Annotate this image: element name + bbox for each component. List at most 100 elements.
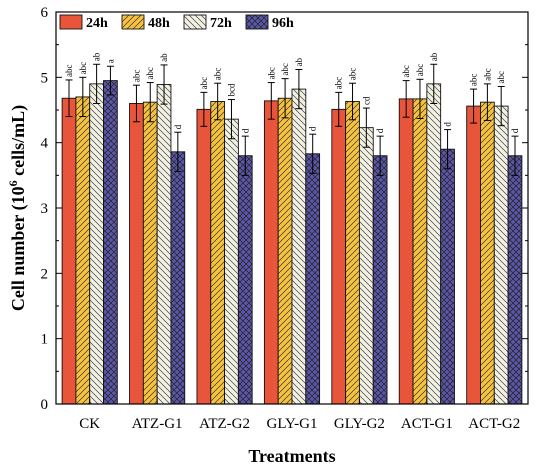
significance-label-24h-ACT-G2: abc [469,74,479,87]
error-bar-72h-GLY-G2 [362,107,370,148]
bar-48h-ATZ-G1 [142,101,158,405]
bar-pattern [345,101,360,405]
error-bar-72h-ATZ-G2 [227,99,235,140]
bar-pattern [508,155,522,404]
bar-72h-ACT-G1 [426,83,442,405]
significance-label-48h-GLY-G1: abc [280,63,290,76]
legend-swatch-pattern [184,15,206,29]
significance-label-96h-ATZ-G1: d [173,124,183,129]
significance-label-72h-ATZ-G2: bcd [226,83,236,96]
bar-96h-GLY-G2 [372,155,388,405]
legend-label: 96h [272,16,294,31]
bar-24h-ATZ-G2 [196,108,212,405]
x-axis-title: Treatments [248,446,335,466]
significance-label-96h-ACT-G1: d [443,122,453,127]
legend-item-96h: 96h [245,14,294,31]
y-axis-title-main: Cell number (10 [8,186,29,311]
x-tick-label-1: ATZ-G1 [132,416,183,432]
significance-label-48h-ACT-G2: abc [482,68,492,81]
bar-fill [129,103,144,404]
y-tick-label-2: 2 [41,266,49,282]
error-bar-96h-CK [106,65,114,96]
bar-fill [466,106,481,404]
error-bars-group [65,63,519,176]
bar-pattern [224,119,239,404]
bar-pattern [170,151,185,404]
error-bar-48h-GLY-G2 [349,82,357,121]
axes-group: 0 1 2 3 4 5 6 CK ATZ-G1 ATZ-G2 GLY-G1 GLY-G2 ACT-G1 A… [41,5,528,432]
bar-pattern [75,96,90,404]
error-bar-48h-CK [79,76,87,118]
significance-label-24h-ATZ-G2: abc [199,77,209,90]
error-bar-24h-ATZ-G2 [200,91,208,127]
y-tick-label-5: 5 [41,70,49,86]
bar-96h-ACT-G1 [440,148,455,405]
legend: 24h 48h 72h 96h [59,14,294,31]
error-bar-96h-ATZ-G1 [174,131,182,172]
bar-48h-ATZ-G2 [210,101,226,405]
x-tick-label-0: CK [79,416,100,432]
legend-swatch-pattern [122,15,144,29]
legend-label: 72h [210,16,232,31]
legend-item-72h: 72h [183,14,232,31]
y-tick-label-6: 6 [41,5,49,21]
bar-pattern [373,155,388,404]
bar-24h-ATZ-G1 [129,103,144,405]
error-bar-96h-GLY-G2 [376,135,384,176]
bar-fill [264,100,279,404]
significance-label-72h-ACT-G1: ab [429,52,439,61]
bar-24h-ACT-G1 [398,98,414,405]
error-bar-24h-GLY-G2 [335,91,343,127]
x-tick-label-5: ACT-G1 [401,416,453,432]
bar-pattern [278,98,292,405]
legend-swatch-outline [245,14,269,30]
bar-24h-ACT-G2 [466,105,481,405]
bar-pattern [103,80,118,404]
bar-72h-GLY-G2 [358,127,374,405]
bar-fill [196,109,211,404]
significance-label-96h-ATZ-G2: d [240,128,250,133]
significance-label-24h-GLY-G2: abc [334,77,344,90]
significance-label-72h-CK: ab [92,52,102,61]
legend-item-48h: 48h [121,14,170,31]
bar-24h-GLY-G1 [263,100,279,405]
legend-label: 24h [86,16,108,31]
significance-label-96h-GLY-G1: d [308,126,318,131]
significance-label-24h-ACT-G1: abc [401,65,411,78]
legend-swatch-outline [121,14,145,30]
error-bar-72h-GLY-G1 [295,68,303,110]
bar-pattern [210,101,225,405]
bar-24h-GLY-G2 [331,108,347,405]
significance-label-48h-CK: abc [78,62,88,75]
bar-pattern [413,98,427,404]
error-bar-96h-ACT-G2 [511,135,519,176]
significance-label-96h-ACT-G2: d [510,128,520,133]
bar-48h-GLY-G1 [277,97,293,405]
error-bar-72h-CK [93,63,101,104]
bar-pattern [359,127,374,404]
error-bar-24h-ACT-G2 [470,88,478,124]
significance-label-24h-CK: abc [64,64,74,77]
x-tick-label-3: GLY-G1 [267,416,318,432]
significance-label-96h-CK: a [105,59,115,63]
x-tick-label-6: ACT-G2 [468,416,520,432]
bar-pattern [494,106,509,404]
x-tick-label-4: GLY-G2 [334,416,385,432]
significance-label-24h-ATZ-G1: abc [131,70,141,83]
bar-48h-ACT-G1 [412,98,428,405]
legend-swatch-outline [59,14,83,30]
bar-72h-ATZ-G1 [156,84,172,405]
significance-label-72h-GLY-G2: cd [361,96,371,105]
bar-96h-GLY-G1 [305,153,321,405]
y-axis-title-tail: cells/mL) [8,105,29,180]
significance-label-24h-GLY-G1: abc [266,67,276,80]
bar-48h-CK [75,96,91,405]
error-bar-72h-ATZ-G1 [160,64,168,105]
bar-pattern [238,155,253,404]
bar-pattern [440,149,455,404]
significance-label-48h-ACT-G1: abc [415,64,425,77]
significance-label-96h-GLY-G2: d [375,128,385,133]
significance-label-72h-ATZ-G1: ab [159,53,169,62]
